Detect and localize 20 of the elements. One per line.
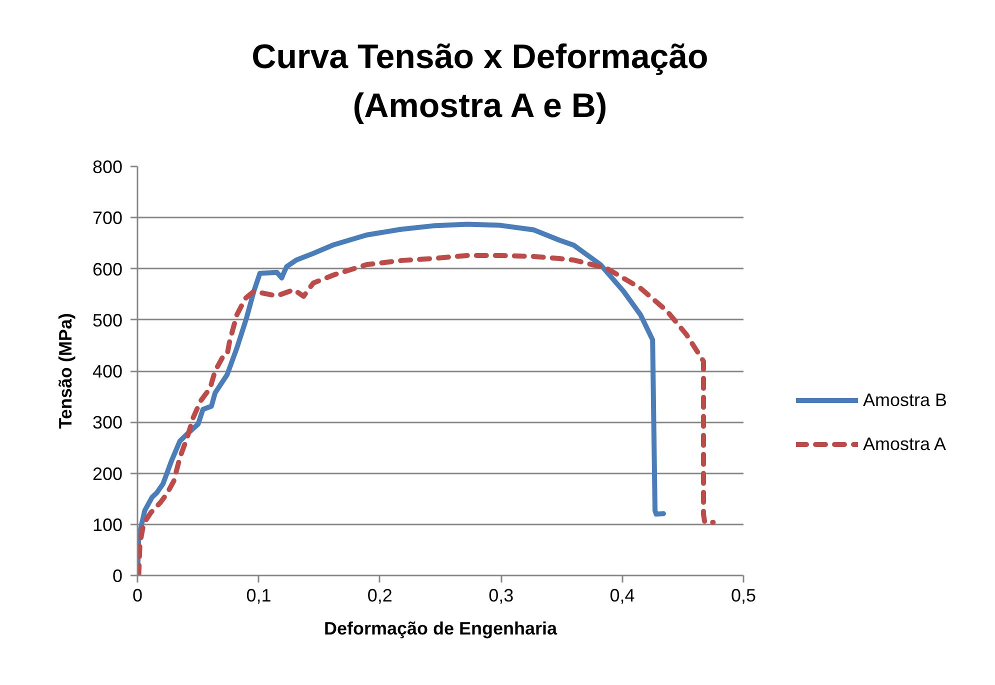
x-tick-label: 0,1 [246,586,272,606]
y-tick-label: 800 [92,157,123,177]
x-tick-label: 0,4 [610,586,635,606]
y-tick-label: 0 [112,566,123,586]
y-tick-label: 500 [92,310,123,330]
y-tick-label: 600 [92,259,123,280]
x-tick-label: 0,3 [488,586,514,606]
y-tick-label: 100 [92,514,123,535]
y-tick-label: 300 [92,412,123,433]
legend-label: Amostra B [863,389,948,411]
x-tick-label: 0 [132,586,143,606]
y-tick-label: 400 [92,362,123,382]
x-axis-title: Deformação de Engenharia [324,618,558,638]
y-tick-label: 700 [92,208,123,228]
chart-title: Curva Tensão x Deformação (Amostra A e B) [252,37,708,127]
legend-label: Amostra A [863,433,946,455]
y-axis-title: Tensão (MPa) [55,313,76,429]
y-tick-label: 200 [92,464,123,484]
x-tick-label: 0,5 [730,586,756,606]
x-tick-label: 0,2 [367,586,392,606]
